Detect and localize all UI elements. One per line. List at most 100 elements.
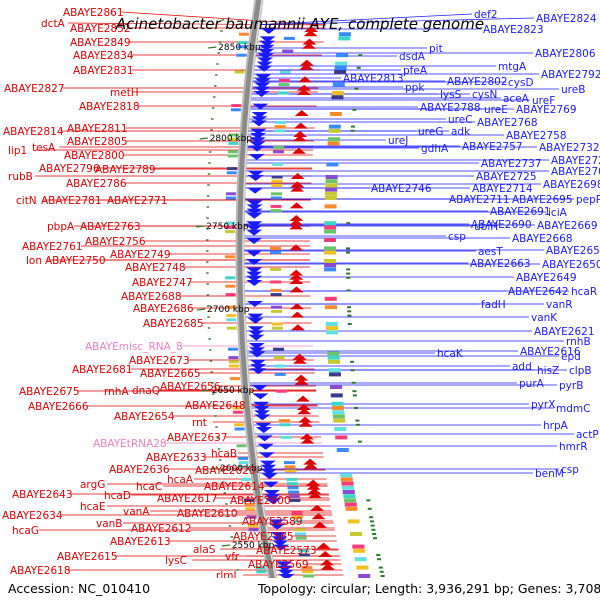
forward-gene-label[interactable]: ABAYE2748 [125,262,186,274]
forward-gene-label[interactable]: dctA [41,18,66,30]
reverse-gene-label[interactable]: clpB [569,365,592,377]
reverse-gene-label[interactable]: ureJ [388,135,408,147]
forward-gene-label[interactable]: hcaA [167,474,194,486]
forward-gene-label[interactable]: ABAYE2614 [204,481,265,493]
forward-gene-label[interactable]: hcaB [211,448,237,460]
forward-gene-label[interactable]: vanA [123,506,150,518]
forward-gene-label[interactable]: pbpA [47,221,75,233]
forward-gene-label[interactable]: lysC [165,555,187,567]
forward-gene-label[interactable]: ABAYE2633 [146,452,207,464]
forward-gene-label[interactable]: ABAYE2818 [79,101,140,113]
forward-gene-label[interactable]: rnhA [104,386,129,398]
reverse-gene-label[interactable]: purA [519,378,545,390]
rna-feature-label[interactable]: ABAYEtRNA28 [93,438,167,450]
forward-gene-label[interactable]: tesA [32,142,56,154]
reverse-gene-label[interactable]: ABAYE2737 [481,158,542,170]
rna-feature-label[interactable]: ABAYEmisc_RNA_8 [85,341,183,353]
forward-gene-label[interactable]: ABAYE2648 [185,400,246,412]
reverse-gene-label[interactable]: hcaR [571,286,597,298]
forward-gene-label[interactable]: ABAYE2620 [195,465,256,477]
reverse-gene-label[interactable]: ABAYE2788 [420,102,481,114]
forward-gene-label[interactable]: ABAYE2814 [3,126,64,138]
reverse-gene-label[interactable]: csp [561,464,579,476]
forward-gene-label[interactable]: ABAYE2686 [133,303,194,315]
forward-gene-label[interactable]: argG [80,479,105,491]
forward-gene-label[interactable]: ABAYE2613 [110,536,171,548]
reverse-gene-label[interactable]: cysD [508,77,534,89]
forward-gene-label[interactable]: ABAYE2637 [167,432,228,444]
reverse-gene-label[interactable]: ureB [561,84,585,96]
forward-gene-label[interactable]: rnt [192,417,207,429]
forward-gene-label[interactable]: ABAYE2786 [66,178,127,190]
reverse-gene-label[interactable]: hcaK [437,348,464,360]
forward-gene-label[interactable]: ABAYE2805 [67,136,128,148]
forward-gene-label[interactable]: citN [16,195,37,207]
reverse-gene-label[interactable]: ppk [405,82,425,94]
forward-gene-label[interactable]: ABAYE2585 [233,531,294,543]
reverse-gene-label[interactable]: ureE [484,104,508,116]
reverse-gene-label[interactable]: ABAYE2691 [490,206,551,218]
reverse-gene-label[interactable]: ABAYE2706 [551,166,600,178]
reverse-gene-label[interactable]: ABAYE2711 [449,194,510,206]
reverse-gene-label[interactable]: ubiH [474,221,498,233]
forward-gene-label[interactable]: rubB [8,171,33,183]
forward-gene-label[interactable]: ABAYE2750 [45,255,106,267]
reverse-gene-label[interactable]: ABAYE2802 [447,76,508,88]
reverse-gene-label[interactable]: ABAYE2616 [520,346,581,358]
forward-gene-label[interactable]: ABAYE2615 [57,551,118,563]
forward-gene-label[interactable]: ABAYE2589 [242,516,303,528]
forward-gene-label[interactable]: alaS [193,544,216,556]
forward-gene-label[interactable]: ABAYE2643 [12,489,73,501]
reverse-gene-label[interactable]: ABAYE2722 [551,155,600,167]
reverse-gene-label[interactable]: mdmC [556,403,590,415]
forward-gene-label[interactable]: ABAYE2811 [67,123,128,135]
forward-gene-label[interactable]: dnaQ [132,385,160,397]
forward-gene-label[interactable]: vanB [96,518,123,530]
reverse-gene-label[interactable]: ABAYE2663 [470,258,531,270]
forward-gene-label[interactable]: hcaG [12,525,39,537]
forward-gene-label[interactable]: ABAYE2675 [19,386,80,398]
reverse-gene-label[interactable]: add [512,361,532,373]
forward-gene-label[interactable]: vfr [225,551,240,563]
reverse-gene-label[interactable]: pfeA [403,65,428,77]
reverse-gene-label[interactable]: def2 [474,9,498,21]
reverse-gene-label[interactable]: vanR [546,299,573,311]
reverse-gene-label[interactable]: ABAYE2714 [472,183,533,195]
reverse-gene-label[interactable]: rnhB [566,336,591,348]
forward-gene-label[interactable]: ABAYE2569 [248,559,309,571]
forward-gene-label[interactable]: ABAYE2688 [121,291,182,303]
forward-gene-label[interactable]: ABAYE2636 [109,464,170,476]
forward-gene-label[interactable]: ABAYE2610 [177,508,238,520]
forward-gene-label[interactable]: hcaE [80,501,106,513]
forward-gene-label[interactable]: ABAYE2849 [70,37,131,49]
forward-gene-label[interactable]: ABAYE2600 [230,495,291,507]
forward-gene-label[interactable]: ABAYE2827 [4,83,65,95]
reverse-gene-label[interactable]: lysS [440,89,462,101]
forward-gene-label[interactable]: ABAYE2656 [160,381,221,393]
reverse-gene-label[interactable]: ABAYE2732 [539,142,600,154]
forward-gene-label[interactable]: hcaD [104,490,131,502]
forward-gene-label[interactable]: ABAYE2763 [80,221,141,233]
reverse-gene-label[interactable]: ABAYE2806 [535,48,596,60]
reverse-gene-label[interactable]: adk [451,126,471,138]
forward-gene-label[interactable]: ABAYE2673 [129,355,190,367]
reverse-gene-label[interactable]: pyrB [559,380,583,392]
forward-gene-label[interactable]: ABAYE2749 [110,249,171,261]
reverse-gene-label[interactable]: ABAYE2769 [516,104,577,116]
forward-gene-label[interactable]: lon [26,255,42,267]
reverse-gene-label[interactable]: benM [535,468,564,480]
forward-gene-label[interactable]: ABAYE2800 [64,150,125,162]
forward-gene-label[interactable]: ABAYE2666 [28,401,89,413]
reverse-gene-label[interactable]: hrpA [543,420,569,432]
reverse-gene-label[interactable]: hisZ [537,365,559,377]
reverse-gene-label[interactable]: aceA [503,93,530,105]
reverse-gene-label[interactable]: aesT [478,246,503,258]
reverse-gene-label[interactable]: ureC [448,114,473,126]
reverse-gene-label[interactable]: ABAYE2698 [543,179,600,191]
forward-gene-label[interactable]: ABAYE2852 [70,23,131,35]
reverse-gene-label[interactable]: actP [576,429,599,441]
forward-gene-label[interactable]: ABAYE2634 [2,510,63,522]
reverse-gene-label[interactable]: ABAYE2621 [534,326,595,338]
reverse-gene-label[interactable]: iciA [548,207,568,219]
forward-gene-label[interactable]: ABAYE2665 [140,368,201,380]
